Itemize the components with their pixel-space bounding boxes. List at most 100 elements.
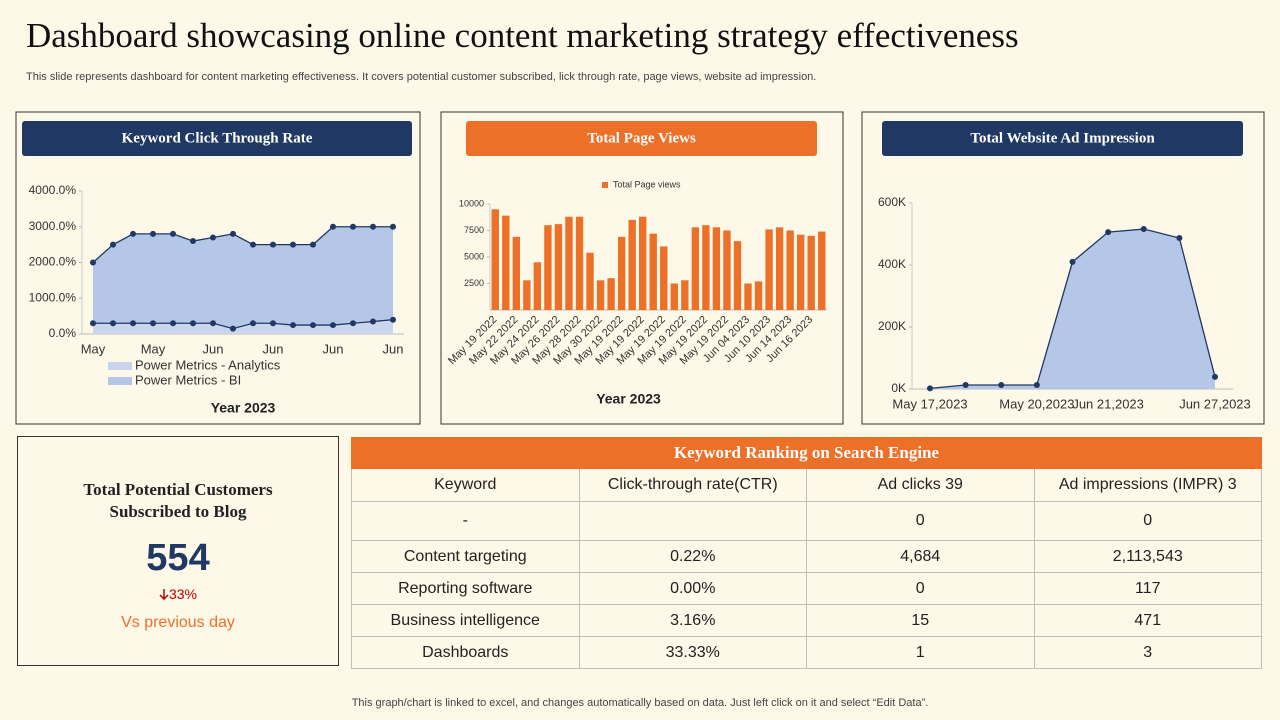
x-axis-label: Year 2023 [211,400,276,416]
point [330,322,336,329]
table-cell: 0 [806,572,1035,605]
table-cell: 15 [806,604,1035,637]
header-cell: Ad impressions (IMPR) 3 [1033,468,1262,502]
bar [670,283,678,310]
bar [796,234,805,310]
panel [861,111,1265,425]
bar [639,216,647,310]
point [1140,226,1147,233]
table-cell: 3 [1033,636,1262,669]
bar [544,225,552,310]
panel-header [466,121,817,156]
x-tick-label: Jun [323,341,344,356]
point [290,322,296,329]
point [250,241,256,248]
bar [660,246,668,310]
y-tick-label: 4000.0% [29,183,77,197]
chart-title: Total Page Views [587,130,696,146]
line [93,319,394,330]
panel-header [22,121,412,156]
y-tick-label: 3000.0% [29,219,77,233]
point [350,320,356,327]
kpi-value: 554 [146,537,210,579]
bar [712,227,721,310]
bar [586,252,594,310]
table-cell: 0.00% [578,572,807,605]
bar [565,216,573,310]
panel [440,111,844,425]
x-tick-label: May 20,2023 [999,396,1074,411]
table-cell: 2,113,543 [1033,540,1262,573]
table-row: Business intelligence 3.16% 15 471 [351,604,1262,637]
table-title: Keyword Ranking on Search Engine [351,437,1262,469]
x-tick-label: May 17,2023 [892,396,967,411]
point [290,241,296,248]
legend-swatch [108,362,132,370]
table-cell [578,501,807,541]
table-cell: 3.16% [578,604,807,637]
kpi-change: 33% [168,586,198,602]
table-cell: Business intelligence [351,604,580,637]
point [310,322,316,329]
bar [512,236,521,310]
point [170,230,176,237]
table-cell: 4,684 [806,540,1035,573]
y-tick-label: 0K [891,381,906,395]
point [270,241,276,248]
line [92,226,393,263]
page-subtitle: This slide represents dashboard for cont… [26,71,816,83]
point [1176,235,1183,242]
table-cell: Dashboards [351,636,580,669]
point [130,320,136,327]
chart-title: Total Website Ad Impression [970,130,1155,146]
area [93,226,393,334]
point [150,320,156,327]
x-tick-label: Jun [203,341,224,356]
point [170,320,176,327]
table-cell: 33.33% [578,636,807,669]
area [930,229,1215,389]
page-title: Dashboard showcasing online content mark… [26,16,1019,55]
y-tick-label: 10000 [459,198,484,208]
legend-label: Power Metrics - Analytics [135,357,281,372]
bar [744,283,752,310]
x-tick-label: Jun 27,2023 [1179,396,1251,411]
header-cell: Ad clicks 39 [806,468,1035,502]
point [190,320,196,327]
bar [723,230,731,310]
y-tick-label: 7500 [464,225,484,235]
table-row: Content targeting 0.22% 4,684 2,113,543 [351,540,1262,573]
bar [818,231,826,310]
point [190,238,196,245]
y-tick-label: 400K [878,257,906,271]
point [1212,373,1218,380]
x-tick-label: May [81,341,106,356]
table-row: Dashboards 33.33% 1 3 [351,636,1262,669]
bar [702,225,710,310]
table-cell: 0.22% [578,540,807,573]
point [350,223,356,230]
y-tick-label: 1000.0% [29,290,77,304]
point [1033,381,1040,388]
table-cell: 1 [806,636,1035,669]
point [250,320,256,327]
bar [523,280,531,310]
legend-swatch [602,182,608,188]
point [230,325,236,332]
point [370,223,376,230]
header-cell: Keyword [351,468,580,502]
x-tick-label: Jun [263,341,284,356]
bar [691,227,700,310]
table-cell: 117 [1033,572,1262,605]
x-tick-label: Jun 21,2023 [1072,396,1144,411]
legend-swatch [108,377,132,385]
point [390,316,396,323]
point [110,241,116,248]
title-row: Keyword Ranking on Search Engine [351,437,1262,469]
bar [733,241,742,310]
table-row: Reporting software 0.00% 0 117 [351,572,1262,605]
y-tick-label: 2000.0% [29,255,77,269]
